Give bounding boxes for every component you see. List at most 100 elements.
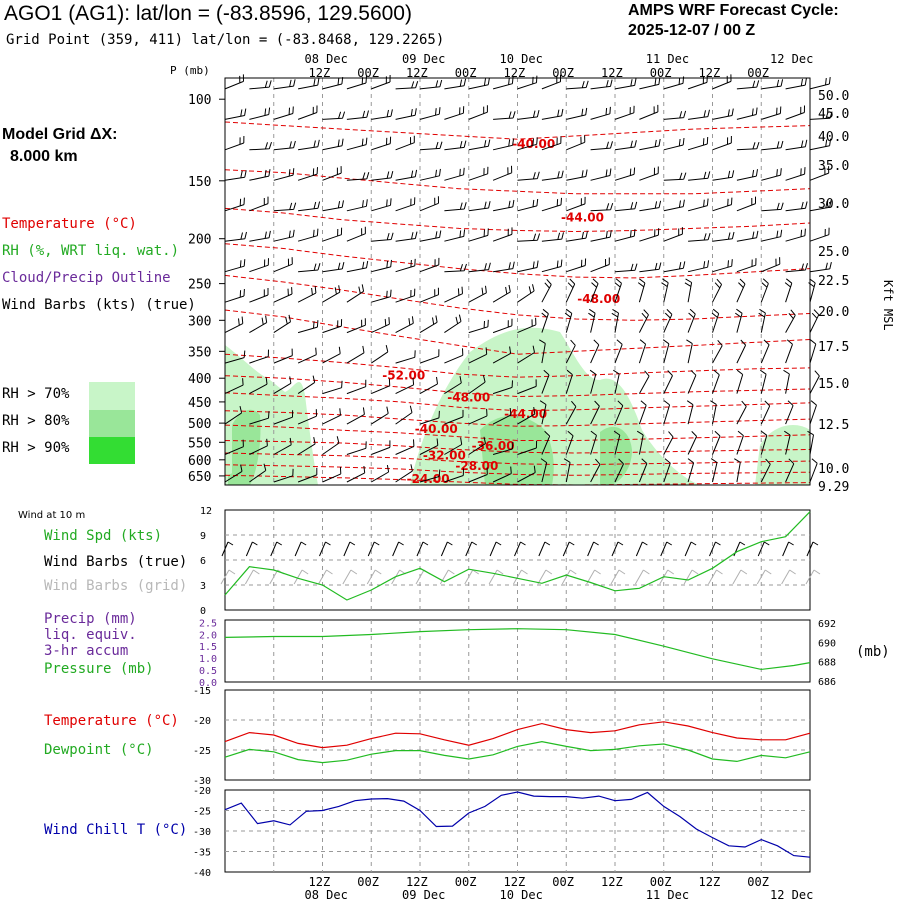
wind-barb — [541, 369, 550, 394]
wind-barb — [712, 197, 733, 212]
precip-ytick-label: 0.5 — [199, 666, 217, 677]
pressure-label: 550 — [188, 436, 211, 451]
bottom-time-label: 00Z — [357, 875, 379, 889]
wind-barb — [736, 141, 760, 151]
top-time-label: 00Z — [747, 66, 769, 80]
wind-barb — [419, 79, 443, 90]
wind-barb — [663, 110, 687, 120]
wind-barb — [611, 308, 619, 333]
grid-wind-barb — [781, 569, 796, 585]
isotherm-line — [224, 375, 811, 398]
wind-barb — [613, 369, 620, 394]
model-grid-label: Model Grid ΔX: — [2, 126, 118, 143]
precip-ytick-label: 1.0 — [199, 654, 217, 665]
wind-barb — [444, 348, 464, 364]
wind-barb — [492, 346, 512, 364]
pressure-label: 450 — [188, 396, 211, 411]
grid-wind-barb — [732, 569, 748, 585]
wind-barb — [444, 376, 462, 395]
grid-wind-barb — [488, 569, 504, 585]
wind-barb — [395, 288, 416, 303]
wind-barb — [711, 308, 720, 333]
wind-barb — [661, 278, 669, 303]
true-wind-barb — [684, 541, 697, 557]
wind-barb — [760, 278, 769, 303]
wind-barb — [688, 232, 711, 242]
temperature-ytick-label: -30 — [193, 776, 211, 787]
wind-barb — [492, 380, 513, 395]
dewpoint-line — [224, 740, 811, 764]
wind-barb — [736, 369, 744, 394]
wind-barb — [224, 316, 244, 334]
top-time-label: 12Z — [406, 66, 428, 80]
true-wind-barb — [489, 541, 502, 557]
wind-barb — [688, 109, 710, 120]
isotherm-line — [224, 440, 811, 454]
wind-barb — [419, 376, 438, 395]
wind-ytick-label: 0 — [200, 606, 206, 617]
wind-barb — [736, 258, 757, 273]
wind-barb — [517, 109, 540, 120]
legend-wind-speed: Wind Spd (kts) — [44, 528, 163, 544]
wind-barb — [273, 106, 294, 120]
height-label: 50.0 — [818, 89, 849, 104]
wind-barb — [541, 278, 552, 303]
wind-barb-field — [224, 74, 833, 483]
wind-barb — [590, 400, 600, 425]
top-time-label: 12Z — [504, 66, 526, 80]
pressure-ytick-label: 692 — [818, 619, 836, 630]
legend-barbs: Wind Barbs (kts) (true) — [2, 297, 196, 313]
wind-barb — [541, 430, 551, 455]
wind-barb — [809, 111, 833, 120]
wind-barb — [322, 166, 342, 181]
wind-barb — [468, 436, 486, 455]
wind-barb — [273, 229, 295, 242]
wind-barb — [590, 141, 613, 151]
wind-barb — [249, 141, 272, 151]
wind-barb — [492, 165, 513, 181]
wind-barb — [785, 263, 808, 273]
wind-barb — [809, 77, 831, 90]
true-wind-barb — [440, 541, 453, 557]
wind-barb — [687, 198, 709, 212]
wind-barb — [785, 400, 794, 425]
true-wind-barb — [611, 541, 624, 557]
isotherm-line — [224, 243, 811, 279]
wind-barb — [639, 77, 661, 90]
top-date-label: 10 Dec — [500, 52, 543, 66]
wind-barb — [273, 168, 295, 181]
pressure-label: 200 — [188, 233, 211, 248]
wind-barb — [371, 440, 391, 455]
wind-barb — [809, 166, 830, 181]
grid-wind-barb — [537, 569, 553, 585]
height-label: 12.5 — [818, 418, 849, 433]
grid-point-label: Grid Point (359, 411) lat/lon = (-83.846… — [6, 32, 445, 48]
wind-barb — [809, 458, 818, 483]
true-wind-barb — [562, 541, 575, 557]
legend-pressure: Pressure (mb) — [44, 661, 154, 677]
bottom-time-label: 00Z — [747, 875, 769, 889]
wind-barb — [468, 166, 489, 181]
wind-barb — [273, 376, 292, 395]
wind-barb — [273, 257, 293, 273]
wind-barb — [590, 257, 610, 273]
true-wind-barb — [294, 541, 307, 557]
wind-barb — [785, 139, 808, 151]
grid-wind-barb — [293, 569, 309, 585]
wind-barb — [636, 430, 644, 455]
true-wind-barb — [465, 541, 478, 557]
temperature-ytick-label: -15 — [193, 686, 211, 697]
wind-barb — [614, 78, 637, 90]
wind-barb — [273, 410, 294, 425]
wind-barb — [493, 111, 516, 120]
wind-barb — [712, 231, 735, 242]
wind-barb — [249, 315, 268, 334]
isotherm-line — [224, 392, 811, 412]
pressure-line — [224, 628, 811, 671]
wind-barb — [687, 369, 697, 394]
wind-barb — [687, 260, 710, 273]
wind-barb — [517, 137, 538, 151]
wind-barb — [614, 229, 636, 242]
wind-barb — [395, 197, 416, 212]
wind-chill-ytick-label: -30 — [193, 827, 211, 838]
